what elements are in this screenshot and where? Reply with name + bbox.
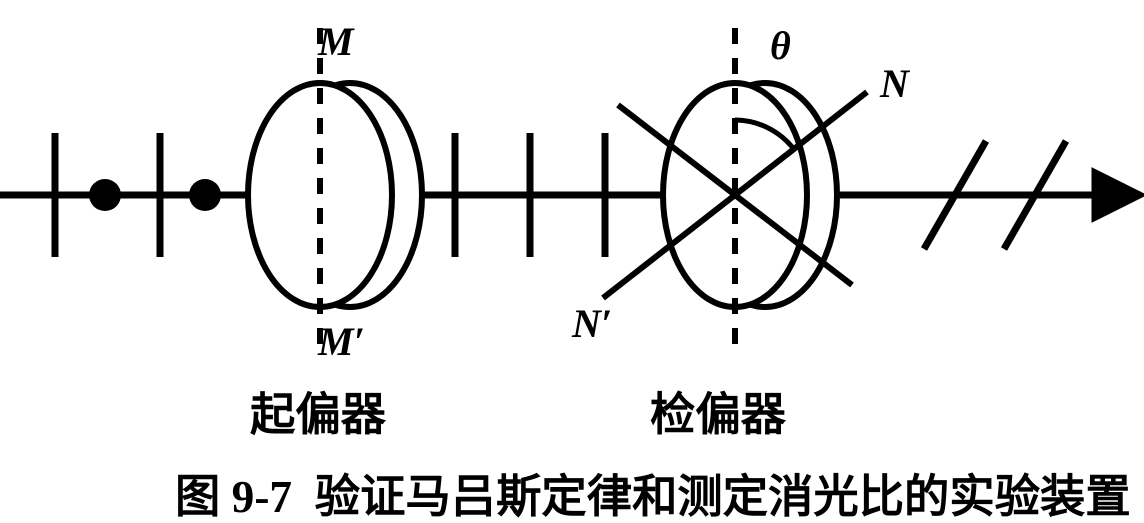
label-N: N [880,60,909,107]
label-analyzer: 检偏器 [650,378,786,444]
label-N-prime: N′ [572,300,612,347]
label-M-prime: M′ [318,318,365,365]
unpolarized-dot [189,179,221,211]
label-polarizer: 起偏器 [250,378,386,444]
label-theta: θ [770,22,791,69]
polarizer-element [248,28,422,352]
figure-canvas: M M′ θ N N′ 起偏器 检偏器 图 9-7 验证马吕斯定律和测定消光比的… [0,0,1144,523]
diagram-svg [0,0,1144,523]
caption-text: 验证马吕斯定律和测定消光比的实验装置 [315,472,1131,522]
label-M: M [318,18,354,65]
caption-prefix: 图 9-7 [175,472,292,522]
analyzer-element [603,28,867,352]
unpolarized-dot [89,179,121,211]
figure-caption: 图 9-7 验证马吕斯定律和测定消光比的实验装置 [175,460,1131,523]
